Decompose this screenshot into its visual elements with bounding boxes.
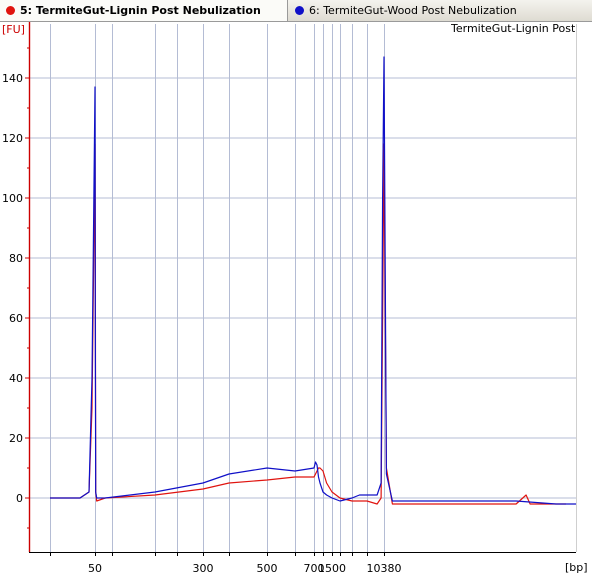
y-tick-label: 100	[2, 192, 23, 205]
x-tick-label: 700	[304, 562, 325, 575]
x-tick-label: 300	[193, 562, 214, 575]
x-tick-label: 500	[257, 562, 278, 575]
series-layer	[50, 56, 576, 505]
tab-sample-5-label: 5: TermiteGut-Lignin Post Nebulization	[20, 4, 261, 17]
y-tick-label: 40	[9, 372, 23, 385]
tab-sample-6[interactable]: 6: TermiteGut-Wood Post Nebulization	[289, 0, 592, 21]
series-line-wood	[50, 56, 576, 505]
y-tick-label: 140	[2, 72, 23, 85]
y-tick-label: 60	[9, 312, 23, 325]
y-axis-unit-label: [FU]	[2, 23, 25, 36]
x-tick-label: 10380	[367, 562, 402, 575]
tab-sample-5[interactable]: 5: TermiteGut-Lignin Post Nebulization	[0, 0, 288, 21]
sample-tab-bar: 5: TermiteGut-Lignin Post Nebulization 6…	[0, 0, 592, 22]
legend-label: TermiteGut-Lignin Post...	[451, 22, 575, 36]
y-tick-label: 80	[9, 252, 23, 265]
red-dot-icon	[6, 6, 15, 15]
blue-dot-icon	[295, 6, 304, 15]
x-tick-label: 50	[88, 562, 102, 575]
tab-sample-6-label: 6: TermiteGut-Wood Post Nebulization	[309, 4, 517, 17]
y-tick-label: 0	[16, 492, 23, 505]
y-tick-label: 120	[2, 132, 23, 145]
x-axis-unit-label: [bp]	[565, 561, 588, 574]
y-tick-label: 20	[9, 432, 23, 445]
grid-lines	[29, 24, 576, 552]
x-tick-label: 1500	[318, 562, 346, 575]
